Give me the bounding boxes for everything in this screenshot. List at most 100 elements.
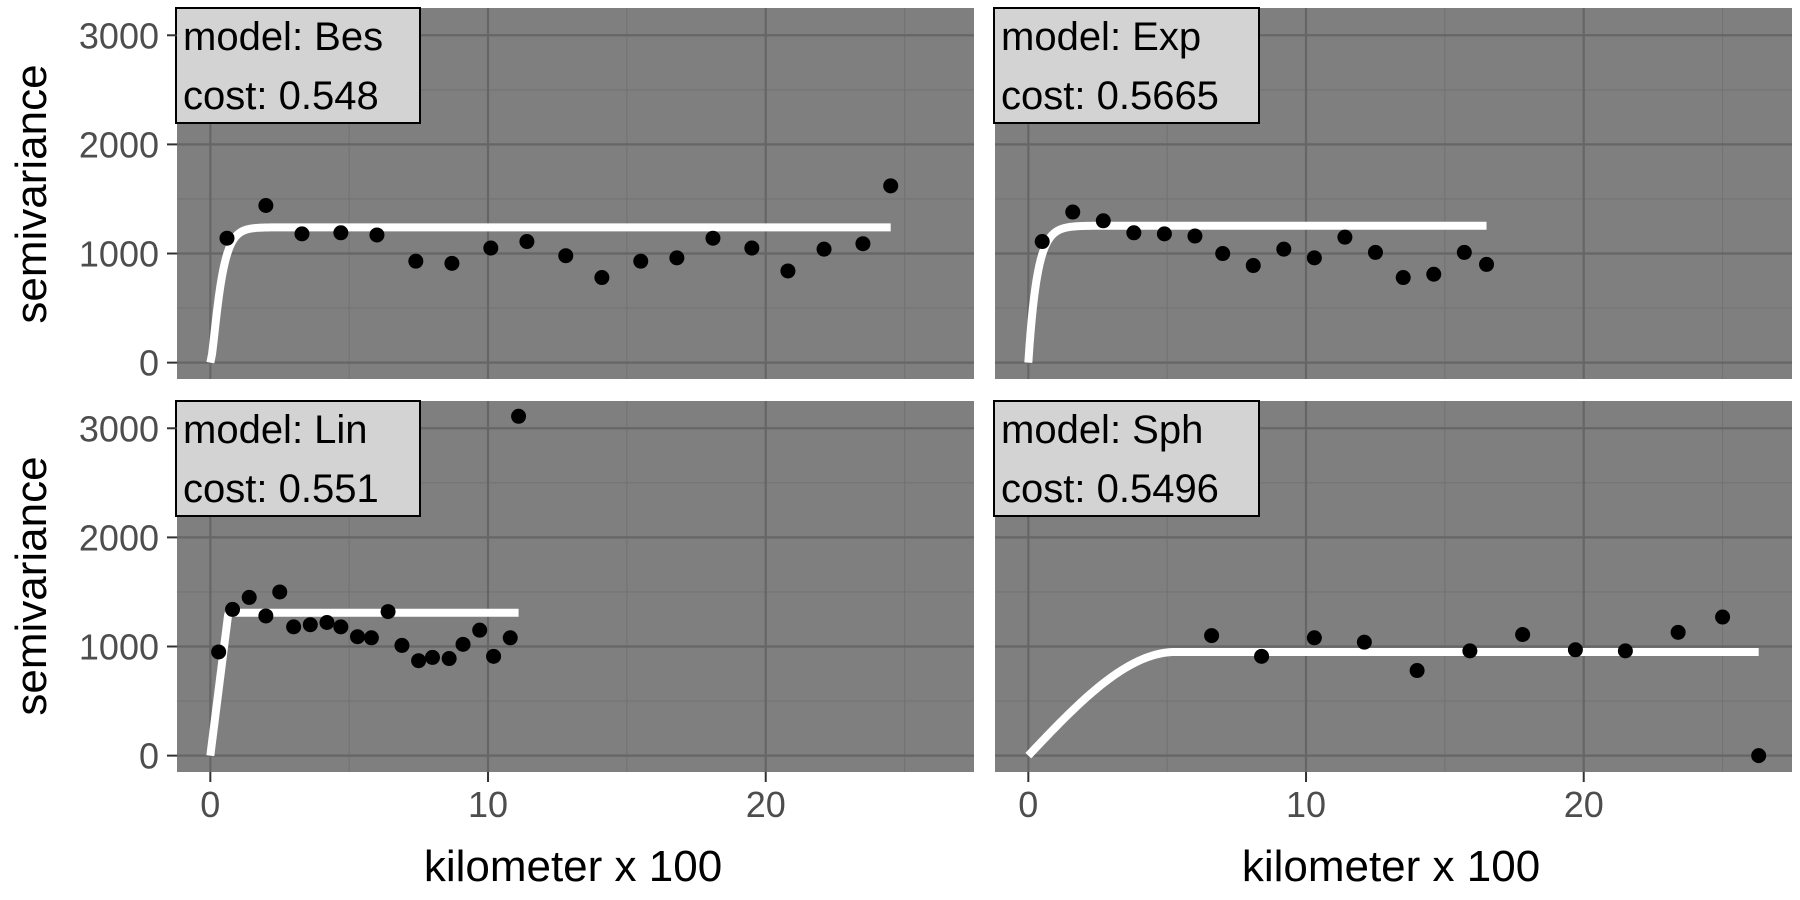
cost-label: cost: 0.5496 (1001, 467, 1219, 511)
facet-panel: model: Exp cost: 0.5665 (993, 7, 1792, 379)
data-point (1715, 609, 1731, 625)
y-tick-label: 3000 (79, 15, 159, 56)
data-point (705, 230, 721, 246)
label-background (993, 7, 1260, 124)
data-point (1751, 748, 1767, 764)
data-point (272, 584, 288, 600)
data-point (633, 253, 649, 269)
data-point (1156, 226, 1172, 242)
data-point (744, 240, 760, 256)
y-tick-label: 0 (139, 343, 159, 384)
data-point (225, 601, 241, 617)
cost-label: cost: 0.5665 (1001, 74, 1219, 118)
model-name-label: model: Sph (1001, 408, 1203, 452)
label-background (175, 400, 421, 517)
data-point (502, 630, 518, 646)
data-point (363, 630, 379, 646)
data-point (1567, 642, 1583, 658)
data-point (486, 648, 502, 664)
y-tick-label: 0 (139, 736, 159, 777)
y-tick-label: 2000 (79, 124, 159, 165)
data-point (816, 241, 832, 257)
x-tick-label: 0 (1018, 784, 1038, 825)
y-tick-label: 3000 (79, 408, 159, 449)
data-point (1215, 246, 1231, 262)
data-point (1306, 630, 1322, 646)
data-point (441, 651, 457, 667)
data-point (286, 619, 302, 635)
data-point (1306, 250, 1322, 266)
data-point (855, 236, 871, 252)
y-axis-title-top: semivariance (7, 64, 56, 323)
data-point (594, 270, 610, 286)
model-label-box: model: Sph cost: 0.5496 (993, 400, 1260, 517)
data-point (455, 636, 471, 652)
fitted-model-curve (206, 223, 893, 364)
data-point (1670, 624, 1686, 640)
data-point (511, 408, 527, 424)
data-point (408, 253, 424, 269)
data-point (302, 617, 318, 633)
data-point (1204, 628, 1220, 644)
data-point (1337, 229, 1353, 245)
facet-panel: model: Bes cost: 0.548 0 1000 2000 3000 (79, 7, 974, 384)
data-point (258, 608, 274, 624)
data-point (1254, 648, 1270, 664)
data-point (1395, 270, 1411, 286)
data-point (1245, 258, 1261, 274)
data-point (669, 250, 685, 266)
data-point (333, 225, 349, 241)
y-tick-label: 2000 (79, 517, 159, 558)
y-tick-label: 1000 (79, 234, 159, 275)
x-tick-label: 20 (1564, 784, 1604, 825)
data-point (241, 589, 257, 605)
data-point (519, 234, 535, 250)
model-label-box: model: Exp cost: 0.5665 (993, 7, 1260, 124)
data-point (1095, 213, 1111, 229)
data-point (472, 622, 488, 638)
data-point (369, 227, 385, 243)
data-point (1065, 204, 1081, 220)
data-point (483, 240, 499, 256)
data-point (1479, 256, 1495, 272)
data-point (424, 649, 440, 665)
data-point (394, 637, 410, 653)
data-point (444, 255, 460, 271)
fitted-model-curve (1025, 647, 1761, 759)
data-point (1462, 643, 1478, 659)
label-background (993, 400, 1260, 517)
data-point (294, 226, 310, 242)
data-point (1456, 244, 1472, 260)
x-axis-title-left: kilometer x 100 (424, 842, 722, 891)
data-point (1515, 627, 1531, 643)
x-axis-title-right: kilometer x 100 (1242, 842, 1540, 891)
cost-label: cost: 0.548 (183, 74, 379, 118)
facet-panel: model: Lin cost: 0.551 0 1000 2000 3000 0 10 20 (79, 400, 974, 825)
data-point (1409, 663, 1425, 679)
data-point (558, 248, 574, 264)
data-point (1617, 643, 1633, 659)
data-point (1126, 225, 1142, 241)
cost-label: cost: 0.551 (183, 467, 379, 511)
data-point (1187, 228, 1203, 244)
data-point (883, 178, 899, 194)
data-point (780, 263, 796, 279)
model-name-label: model: Lin (183, 408, 368, 452)
data-point (333, 619, 349, 635)
x-tick-label: 0 (200, 784, 220, 825)
y-axis-title-bottom: semivariance (7, 456, 56, 715)
data-point (1034, 234, 1050, 250)
data-point (350, 629, 366, 645)
data-point (411, 653, 427, 669)
x-tick-label: 10 (1286, 784, 1326, 825)
model-name-label: model: Bes (183, 15, 383, 59)
data-point (1426, 266, 1442, 282)
data-point (219, 230, 235, 246)
model-name-label: model: Exp (1001, 15, 1201, 59)
data-point (1276, 241, 1292, 257)
y-tick-label: 1000 (79, 627, 159, 668)
data-point (380, 604, 396, 620)
data-point (258, 198, 274, 214)
